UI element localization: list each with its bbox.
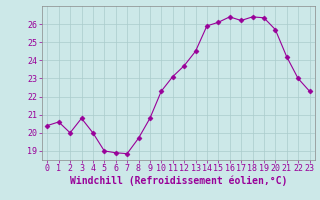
X-axis label: Windchill (Refroidissement éolien,°C): Windchill (Refroidissement éolien,°C) xyxy=(70,176,287,186)
